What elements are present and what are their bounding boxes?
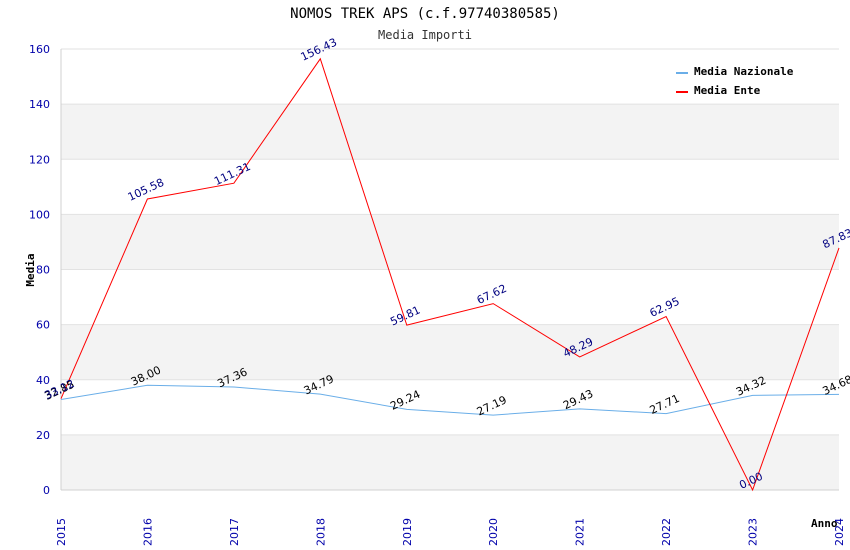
grid-band bbox=[61, 214, 839, 270]
series-lines bbox=[60, 57, 840, 492]
series-line-media-nazionale bbox=[60, 384, 840, 416]
y-tick-label: 100 bbox=[29, 208, 50, 221]
grid-bands bbox=[61, 49, 839, 490]
y-tick-label: 80 bbox=[36, 264, 50, 277]
chart-title: NOMOS TREK APS (c.f.97740380585) bbox=[290, 6, 560, 22]
legend: Media Nazionale Media Ente bbox=[669, 59, 809, 101]
x-tick-label: 2019 bbox=[401, 518, 414, 546]
y-tick-label: 60 bbox=[36, 319, 50, 332]
x-tick-label: 2020 bbox=[487, 518, 500, 546]
y-tick-label: 160 bbox=[29, 43, 50, 56]
x-tick-label: 2018 bbox=[314, 518, 327, 546]
x-tick-labels: 2015 2016 2017 2018 2019 2020 2021 2022 2023 2024 bbox=[55, 518, 846, 546]
legend-label-media-ente: Media Ente bbox=[694, 84, 761, 97]
x-tick-label: 2023 bbox=[747, 518, 760, 546]
grid-band bbox=[61, 269, 839, 325]
y-tick-label: 0 bbox=[43, 484, 50, 497]
axes bbox=[60, 49, 839, 491]
x-tick-label: 2022 bbox=[660, 518, 673, 546]
x-tick-label: 2015 bbox=[55, 518, 68, 546]
x-tick-label: 2021 bbox=[574, 518, 587, 546]
grid-band bbox=[61, 159, 839, 215]
x-tick-label: 2024 bbox=[833, 518, 846, 546]
y-tick-labels: 0 20 40 60 80 100 120 140 160 bbox=[29, 43, 50, 497]
series-line-media-ente bbox=[60, 57, 840, 492]
chart-subtitle: Media Importi bbox=[378, 28, 472, 42]
x-axis-label: Anno bbox=[811, 517, 838, 530]
y-tick-label: 20 bbox=[36, 429, 50, 442]
y-tick-label: 120 bbox=[29, 153, 50, 166]
grid-band bbox=[61, 379, 839, 435]
legend-box bbox=[669, 59, 809, 101]
y-tick-label: 140 bbox=[29, 98, 50, 111]
x-tick-label: 2016 bbox=[141, 518, 154, 546]
grid-band bbox=[61, 324, 839, 380]
grid-band bbox=[61, 104, 839, 160]
x-tick-label: 2017 bbox=[228, 518, 241, 546]
y-axis-label: Media bbox=[24, 253, 37, 286]
y-tick-label: 40 bbox=[36, 374, 50, 387]
grid-band bbox=[61, 434, 839, 490]
legend-label-media-nazionale: Media Nazionale bbox=[694, 65, 794, 78]
